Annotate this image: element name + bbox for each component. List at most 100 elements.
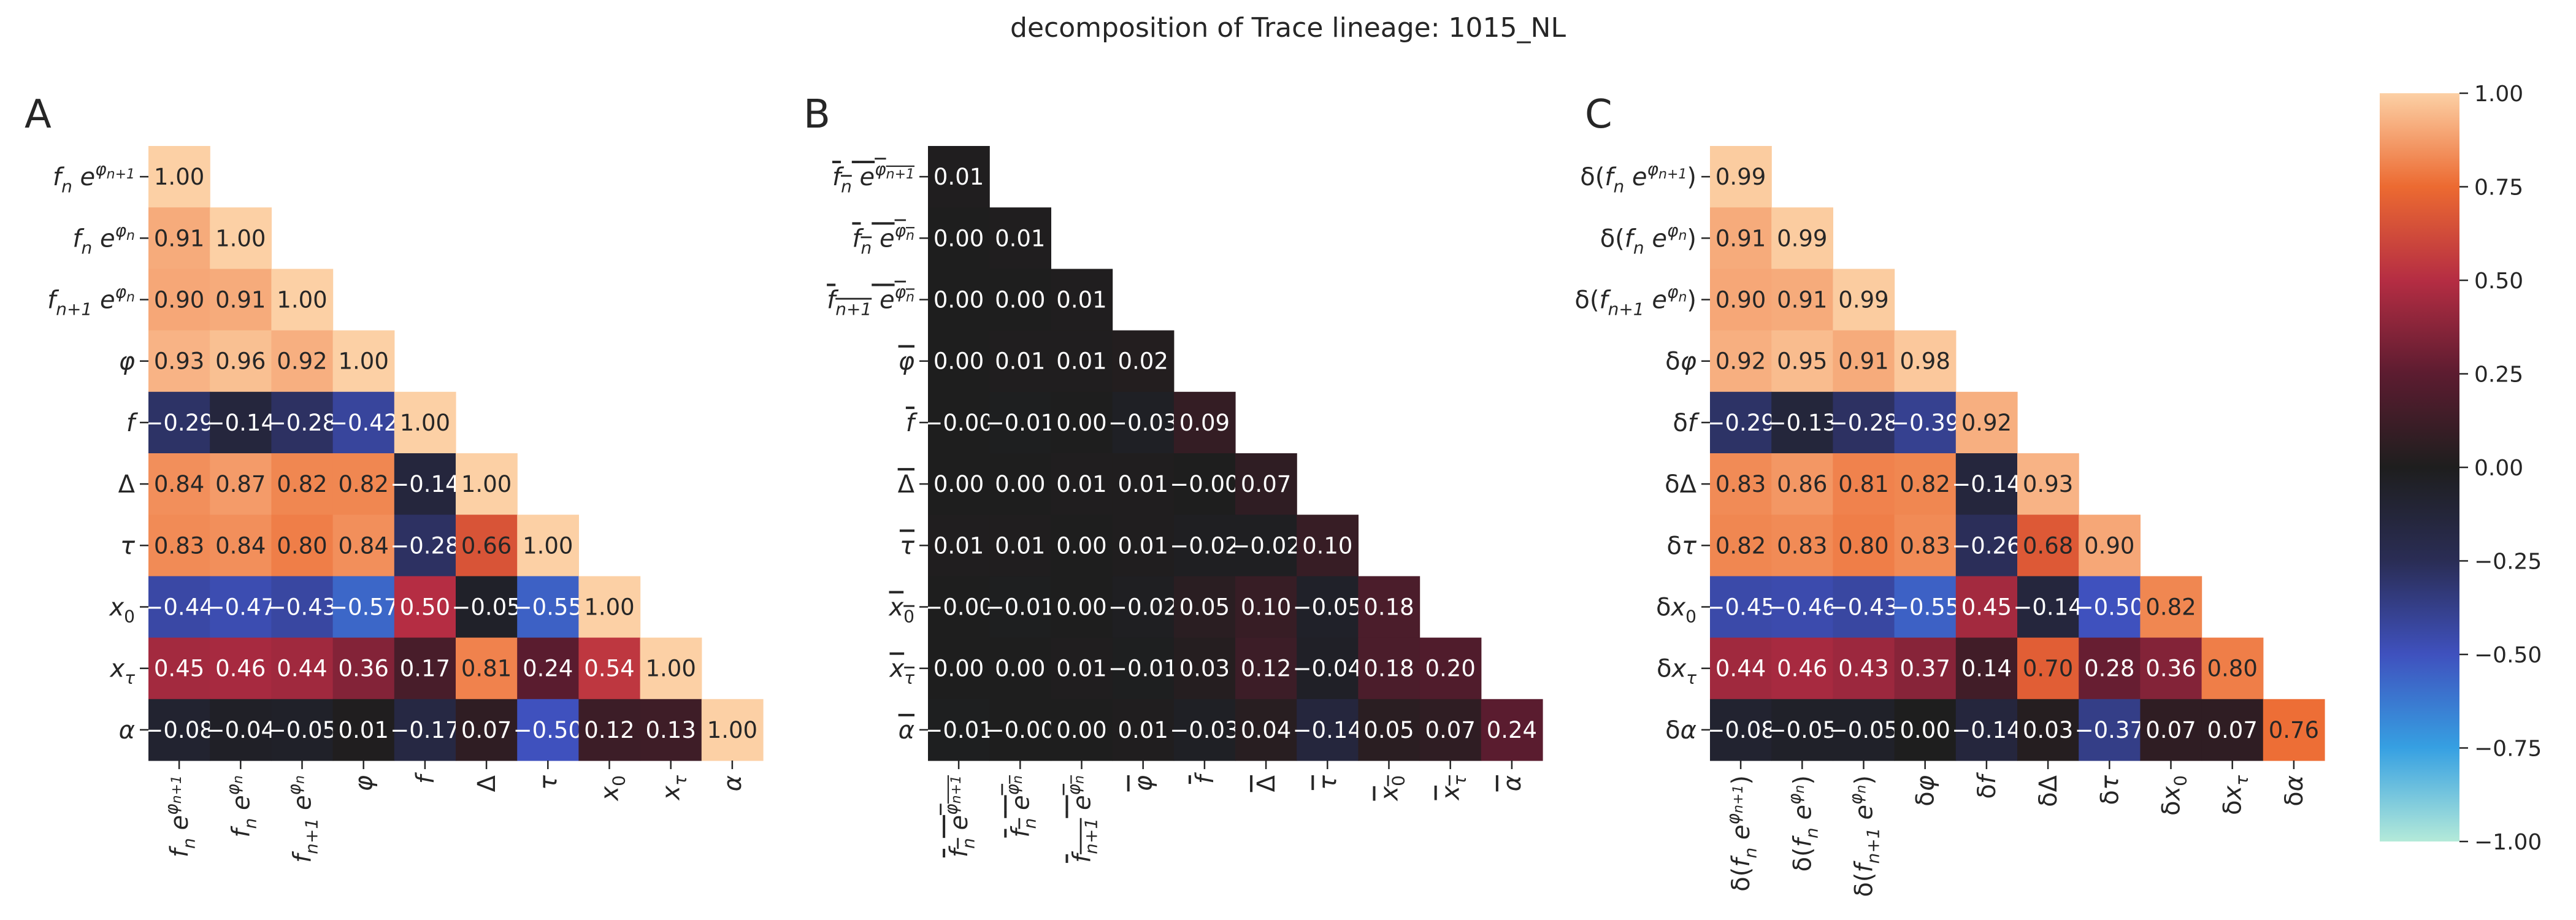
colorbar-tick-label: −0.25 [2474, 550, 2542, 575]
cell-value-label: 0.84 [154, 471, 204, 497]
cell-value-label: 0.95 [1777, 348, 1827, 375]
heatmap-cell [332, 576, 395, 638]
cell-value-label: 0.00 [995, 287, 1045, 313]
cell-value-label: 1.00 [461, 471, 512, 497]
heatmap-cell [1833, 699, 1895, 761]
x-tick-label-group: Δ [1252, 775, 1281, 792]
heatmap-cell [1710, 515, 1772, 577]
cell-value-label: 0.00 [933, 348, 984, 375]
cell-value-label: 0.24 [1487, 717, 1537, 743]
y-tick-label: fn+1 eφn [47, 282, 135, 320]
heatmap-cell [1173, 637, 1236, 700]
heatmap-cell [210, 269, 272, 331]
heatmap-cell [1833, 391, 1895, 454]
heatmap-cell [148, 515, 210, 577]
heatmap-cell [1955, 576, 2018, 638]
colorbar-tick-label: 1.00 [2474, 82, 2523, 107]
cell-value-label: −0.17 [390, 717, 459, 743]
cell-value-label: 0.82 [339, 471, 389, 497]
heatmap-cell [2263, 699, 2325, 761]
cell-value-label: 1.00 [707, 717, 757, 743]
cell-value-label: −0.50 [2075, 594, 2144, 621]
heatmap-cell [1710, 637, 1772, 700]
heatmap-cell [148, 453, 210, 515]
cell-value-label: 0.96 [215, 348, 266, 375]
heatmap-panel-a: A 1.00 0.91 1.00 0.90 0.91 1.00 0.93 0.96 0.92 1.0… [25, 92, 764, 863]
cell-value-label: 1.00 [339, 348, 389, 375]
heatmap-cell [928, 699, 990, 761]
y-tick-label: δx0 [1656, 594, 1696, 627]
heatmap-cell [1771, 330, 1833, 393]
heatmap-cell [456, 699, 518, 761]
heatmap-cell [1894, 515, 1957, 577]
cell-value-label: −0.14 [1293, 717, 1362, 743]
heatmap-cell [1833, 453, 1895, 515]
heatmap-cell [394, 515, 456, 577]
cell-value-label: 0.43 [1838, 656, 1888, 682]
heatmap-cell [2079, 637, 2141, 700]
x-tick-label-group: δ(fn eφn+1) [1723, 775, 1760, 892]
heatmap-cell [271, 269, 334, 331]
heatmap-cell [332, 330, 395, 393]
y-tick-label: δ(fn+1 eφn) [1574, 282, 1696, 320]
cell-value-label: 0.07 [461, 717, 512, 743]
cell-value-label: 0.91 [1777, 287, 1827, 313]
heatmap-cell [456, 576, 518, 638]
cell-value-label: 0.01 [995, 348, 1045, 375]
heatmap-cell [1710, 269, 1772, 331]
heatmap-cell [989, 391, 1051, 454]
heatmap-cell [271, 453, 334, 515]
heatmap-cell [1112, 576, 1175, 638]
heatmap-cell [1710, 207, 1772, 269]
x-tick-label-group: δxτ [2219, 775, 2252, 815]
heatmap-cell [271, 576, 334, 638]
x-tick-label: f [412, 772, 440, 784]
cell-value-label: 0.01 [1118, 532, 1168, 559]
heatmap-cell [1710, 576, 1772, 638]
heatmap-cell [271, 699, 334, 761]
heatmap-cell [1051, 699, 1113, 761]
heatmap-cell [989, 330, 1051, 393]
cell-value-label: 0.01 [933, 164, 984, 190]
x-tick-label-group: fn eφn [1003, 775, 1040, 838]
heatmap-cell [1833, 576, 1895, 638]
cell-value-label: −0.14 [206, 410, 275, 436]
heatmap-cell [148, 330, 210, 393]
heatmap-cell [1112, 391, 1175, 454]
x-tick-label: δf [1973, 772, 2001, 799]
y-tick-label: τ [900, 532, 915, 560]
cell-value-label: −0.03 [1170, 717, 1239, 743]
cell-value-label: −0.05 [1293, 594, 1362, 621]
y-tick-label: xτ [888, 655, 914, 688]
cell-value-label: 0.98 [1900, 348, 1950, 375]
x-tick-label: f [1191, 772, 1219, 784]
y-tick-label: δ(fn eφn) [1600, 221, 1696, 258]
heatmap-cell [332, 699, 395, 761]
heatmap-cell [210, 515, 272, 577]
cell-value-label: 0.91 [215, 287, 266, 313]
x-tick-label-group: α [1498, 775, 1527, 791]
heatmap-cell [1710, 330, 1772, 393]
cell-value-label: 0.10 [1302, 532, 1352, 559]
x-tick-label: fn eφn [1003, 775, 1040, 838]
x-tick-label: δφ [1912, 775, 1940, 807]
cell-value-label: 0.80 [1838, 532, 1888, 559]
heatmap-cell [148, 207, 210, 269]
heatmap-cell [2017, 637, 2079, 700]
heatmap-cell [1051, 391, 1113, 454]
cell-value-label: 0.66 [461, 532, 512, 559]
y-tick-label: xτ [109, 655, 135, 688]
x-tick-label-group: δ(fn+1 eφn) [1846, 775, 1884, 897]
heatmap-cell [578, 637, 641, 700]
heatmap-cell [928, 515, 990, 577]
heatmap-cell [517, 515, 579, 577]
heatmap-panel-b: B 0.01 0.00 0.01 0.00 0.00 0.01 0.00 0.01 0.01 0.0… [803, 92, 1543, 863]
cell-value-label: 0.87 [215, 471, 266, 497]
cell-value-label: 0.00 [1056, 532, 1106, 559]
cell-value-label: 0.70 [2023, 656, 2073, 682]
heatmap-cell [2140, 637, 2202, 700]
cell-value-label: 1.00 [584, 594, 634, 621]
heatmap-cell [928, 453, 990, 515]
cell-value-label: 0.12 [584, 717, 634, 743]
cell-value-label: 0.28 [2084, 656, 2134, 682]
